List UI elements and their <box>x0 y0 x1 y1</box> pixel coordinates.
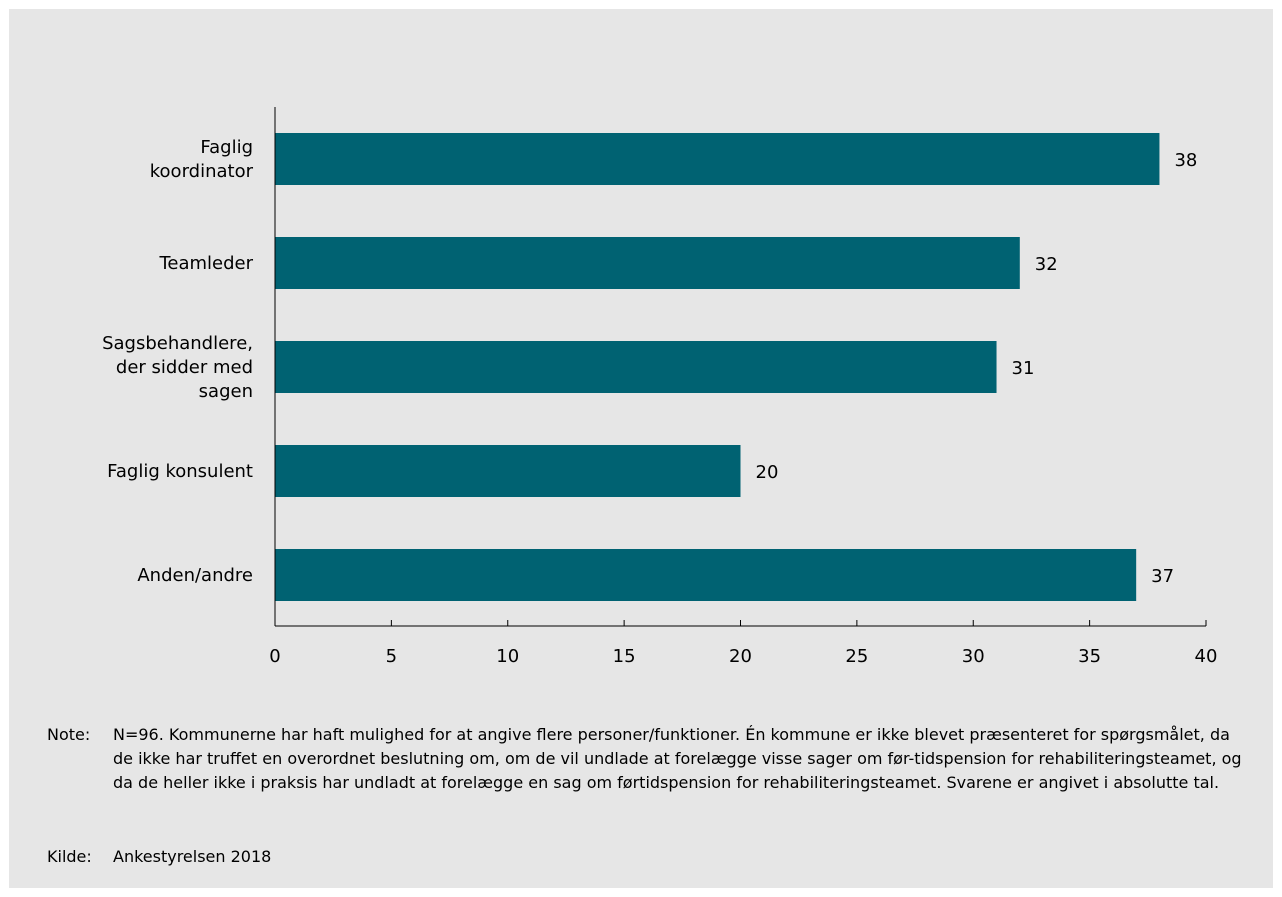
category-label-2-0: Sagsbehandlere, <box>102 333 253 354</box>
bar-2 <box>275 341 997 393</box>
x-tick-label-0: 0 <box>269 646 280 667</box>
x-tick-label-2: 10 <box>496 646 519 667</box>
x-tick-label-3: 15 <box>613 646 636 667</box>
category-label-1-0: Teamleder <box>158 253 253 274</box>
bar-0 <box>275 133 1160 185</box>
bar-4 <box>275 549 1137 601</box>
source-text: Ankestyrelsen 2018 <box>113 847 272 866</box>
data-label-0: 38 <box>1174 150 1197 171</box>
data-label-1: 32 <box>1035 254 1058 275</box>
note-label: Note: <box>47 725 91 744</box>
note-text: N=96. Kommunerne har haft mulighed for a… <box>113 725 1242 792</box>
category-label-0-0: Faglig <box>200 137 253 158</box>
source-label: Kilde: <box>47 847 92 866</box>
category-label-4-0: Anden/andre <box>137 565 253 586</box>
data-label-3: 20 <box>756 462 779 483</box>
category-label-0-1: koordinator <box>150 161 254 182</box>
x-tick-label-4: 20 <box>729 646 752 667</box>
x-tick-label-1: 5 <box>386 646 397 667</box>
x-tick-label-7: 35 <box>1078 646 1101 667</box>
category-label-2-2: sagen <box>199 381 253 402</box>
category-label-2-1: der sidder med <box>116 357 253 378</box>
x-tick-label-8: 40 <box>1195 646 1218 667</box>
x-tick-label-6: 30 <box>962 646 985 667</box>
bar-chart: 38 Faglig koordinator 32 Teamleder 31 Sagsbeha… <box>102 107 1218 667</box>
data-label-4: 37 <box>1151 566 1174 587</box>
figure-panel: 38 Faglig koordinator 32 Teamleder 31 Sagsbeha… <box>9 9 1273 888</box>
data-label-2: 31 <box>1012 358 1035 379</box>
bar-3 <box>275 445 741 497</box>
x-tick-label-5: 25 <box>845 646 868 667</box>
bar-1 <box>275 237 1020 289</box>
category-label-3-0: Faglig konsulent <box>107 461 253 482</box>
